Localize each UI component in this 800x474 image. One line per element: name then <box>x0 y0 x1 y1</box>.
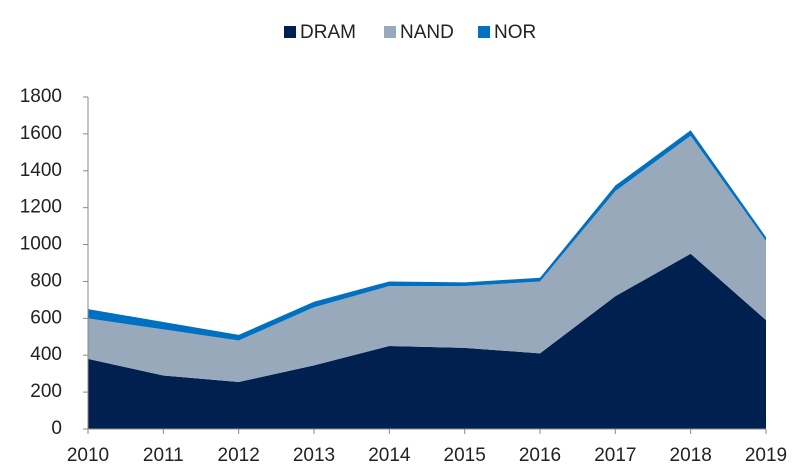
y-tick-label: 1400 <box>20 160 62 181</box>
area <box>88 253 766 429</box>
y-tick-label: 0 <box>51 418 62 439</box>
legend-label: NOR <box>494 22 536 43</box>
y-tick-label: 1200 <box>20 197 62 218</box>
x-tick-label: 2011 <box>143 445 184 466</box>
legend-swatch <box>384 26 396 38</box>
y-tick-label: 1800 <box>20 86 62 107</box>
y-tick-label: 400 <box>30 344 62 365</box>
legend-label: DRAM <box>300 22 356 43</box>
x-tick-label: 2018 <box>670 445 712 466</box>
legend-label: NAND <box>400 22 454 43</box>
y-tick-label: 1000 <box>20 234 62 255</box>
legend-swatch <box>284 26 296 38</box>
x-tick-label: 2013 <box>293 445 335 466</box>
x-tick-label: 2010 <box>67 445 109 466</box>
legend-swatch <box>478 26 490 38</box>
area <box>88 135 766 382</box>
y-tick-label: 800 <box>30 270 62 291</box>
x-tick-label: 2017 <box>594 445 636 466</box>
x-tick-label: 2015 <box>444 445 486 466</box>
x-tick-label: 2016 <box>519 445 561 466</box>
x-tick-label: 2014 <box>368 445 411 466</box>
x-tick-label: 2019 <box>745 445 787 466</box>
y-tick-label: 1600 <box>20 123 62 144</box>
y-tick-label: 600 <box>30 307 62 328</box>
x-tick-label: 2012 <box>218 445 260 466</box>
y-tick-label: 200 <box>30 381 62 402</box>
